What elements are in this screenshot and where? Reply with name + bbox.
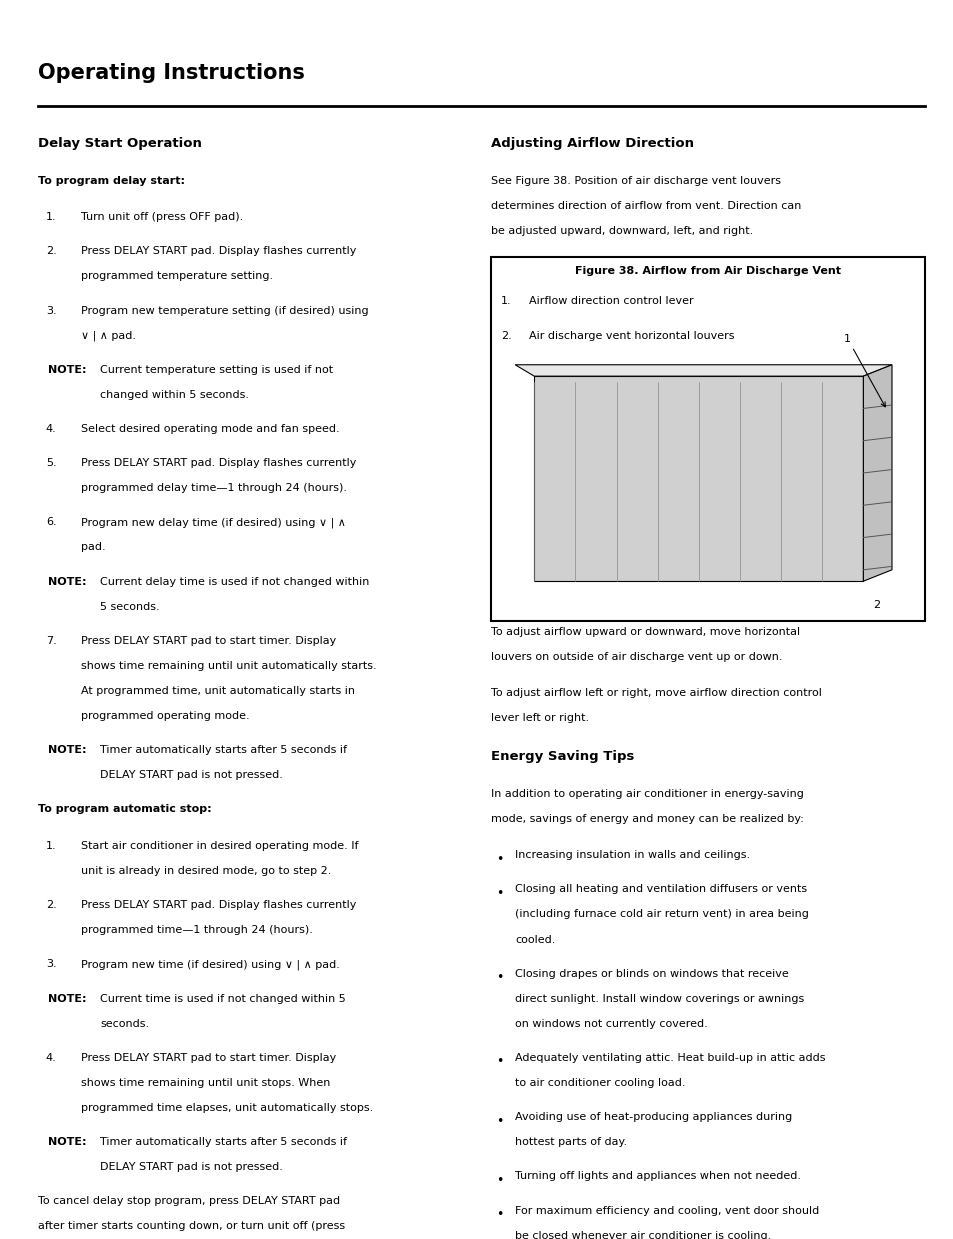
Text: 1.: 1.	[500, 296, 511, 306]
Text: hottest parts of day.: hottest parts of day.	[515, 1137, 627, 1147]
Text: Program new temperature setting (if desired) using: Program new temperature setting (if desi…	[81, 306, 368, 316]
Text: To program automatic stop:: To program automatic stop:	[38, 804, 212, 814]
Text: louvers on outside of air discharge vent up or down.: louvers on outside of air discharge vent…	[491, 652, 782, 662]
Text: Delay Start Operation: Delay Start Operation	[38, 136, 202, 150]
Text: Program new delay time (if desired) using ∨ | ∧: Program new delay time (if desired) usin…	[81, 518, 346, 528]
Text: 3.: 3.	[46, 306, 56, 316]
Text: changed within 5 seconds.: changed within 5 seconds.	[100, 390, 249, 400]
Text: DELAY START pad is not pressed.: DELAY START pad is not pressed.	[100, 771, 283, 781]
Text: be adjusted upward, downward, left, and right.: be adjusted upward, downward, left, and …	[491, 225, 753, 235]
Text: To adjust airflow left or right, move airflow direction control: To adjust airflow left or right, move ai…	[491, 688, 821, 699]
Polygon shape	[534, 377, 862, 581]
Text: Avoiding use of heat-producing appliances during: Avoiding use of heat-producing appliance…	[515, 1113, 792, 1123]
Text: Press DELAY START pad. Display flashes currently: Press DELAY START pad. Display flashes c…	[81, 247, 356, 256]
Text: unit is already in desired mode, go to step 2.: unit is already in desired mode, go to s…	[81, 866, 331, 876]
Text: to air conditioner cooling load.: to air conditioner cooling load.	[515, 1078, 685, 1088]
Text: ∨ | ∧ pad.: ∨ | ∧ pad.	[81, 331, 136, 341]
Text: DELAY START pad is not pressed.: DELAY START pad is not pressed.	[100, 1162, 283, 1172]
Text: Closing all heating and ventilation diffusers or vents: Closing all heating and ventilation diff…	[515, 885, 806, 895]
Text: determines direction of airflow from vent. Direction can: determines direction of airflow from ven…	[491, 201, 801, 211]
Text: Program new time (if desired) using ∨ | ∧ pad.: Program new time (if desired) using ∨ | …	[81, 959, 339, 970]
Text: For maximum efficiency and cooling, vent door should: For maximum efficiency and cooling, vent…	[515, 1206, 819, 1215]
Text: Air discharge vent horizontal louvers: Air discharge vent horizontal louvers	[529, 331, 734, 341]
Text: programmed temperature setting.: programmed temperature setting.	[81, 271, 273, 281]
Text: Airflow direction control lever: Airflow direction control lever	[529, 296, 694, 306]
Text: To program delay start:: To program delay start:	[38, 176, 185, 186]
Text: •: •	[496, 887, 503, 900]
Text: cooled.: cooled.	[515, 934, 555, 944]
Text: NOTE:: NOTE:	[48, 364, 86, 374]
Text: programmed operating mode.: programmed operating mode.	[81, 711, 250, 721]
Text: Energy Saving Tips: Energy Saving Tips	[491, 750, 634, 763]
Text: after timer starts counting down, or turn unit off (press: after timer starts counting down, or tur…	[38, 1222, 345, 1232]
Bar	[491, 256, 924, 621]
Text: NOTE:: NOTE:	[48, 994, 86, 1004]
Text: be closed whenever air conditioner is cooling.: be closed whenever air conditioner is co…	[515, 1230, 771, 1239]
Text: 2.: 2.	[46, 247, 56, 256]
Text: 2.: 2.	[46, 901, 56, 911]
Text: 1.: 1.	[46, 841, 56, 851]
Text: Start air conditioner in desired operating mode. If: Start air conditioner in desired operati…	[81, 841, 358, 851]
Text: 4.: 4.	[46, 1053, 56, 1063]
Text: See Figure 38. Position of air discharge vent louvers: See Figure 38. Position of air discharge…	[491, 176, 781, 186]
Text: (including furnace cold air return vent) in area being: (including furnace cold air return vent)…	[515, 909, 808, 919]
Text: 1.: 1.	[46, 212, 56, 222]
Polygon shape	[862, 364, 891, 581]
Text: on windows not currently covered.: on windows not currently covered.	[515, 1018, 707, 1028]
Text: 3.: 3.	[46, 959, 56, 969]
Text: NOTE:: NOTE:	[48, 576, 86, 586]
Text: programmed time—1 through 24 (hours).: programmed time—1 through 24 (hours).	[81, 926, 313, 935]
Text: •: •	[496, 971, 503, 984]
Text: Timer automatically starts after 5 seconds if: Timer automatically starts after 5 secon…	[100, 745, 347, 756]
Text: Select desired operating mode and fan speed.: Select desired operating mode and fan sp…	[81, 424, 339, 434]
Text: NOTE:: NOTE:	[48, 745, 86, 756]
Text: Closing drapes or blinds on windows that receive: Closing drapes or blinds on windows that…	[515, 969, 788, 979]
Text: Press DELAY START pad. Display flashes currently: Press DELAY START pad. Display flashes c…	[81, 901, 356, 911]
Text: 5 seconds.: 5 seconds.	[100, 602, 160, 612]
Text: •: •	[496, 1115, 503, 1127]
Text: In addition to operating air conditioner in energy-saving: In addition to operating air conditioner…	[491, 789, 803, 799]
Polygon shape	[515, 364, 891, 377]
Text: programmed delay time—1 through 24 (hours).: programmed delay time—1 through 24 (hour…	[81, 483, 347, 493]
Text: Timer automatically starts after 5 seconds if: Timer automatically starts after 5 secon…	[100, 1137, 347, 1147]
Text: Press DELAY START pad to start timer. Display: Press DELAY START pad to start timer. Di…	[81, 1053, 336, 1063]
Text: 4.: 4.	[46, 424, 56, 434]
Text: NOTE:: NOTE:	[48, 1137, 86, 1147]
Text: 6.: 6.	[46, 518, 56, 528]
Text: shows time remaining until unit stops. When: shows time remaining until unit stops. W…	[81, 1078, 330, 1088]
Text: 7.: 7.	[46, 636, 56, 646]
Text: mode, savings of energy and money can be realized by:: mode, savings of energy and money can be…	[491, 814, 803, 824]
Text: Current time is used if not changed within 5: Current time is used if not changed with…	[100, 994, 346, 1004]
Text: 5.: 5.	[46, 458, 56, 468]
Text: Adjusting Airflow Direction: Adjusting Airflow Direction	[491, 136, 694, 150]
Text: At programmed time, unit automatically starts in: At programmed time, unit automatically s…	[81, 686, 355, 696]
Text: •: •	[496, 1173, 503, 1187]
Text: •: •	[496, 1208, 503, 1220]
Text: Turning off lights and appliances when not needed.: Turning off lights and appliances when n…	[515, 1172, 801, 1182]
Text: 2.: 2.	[500, 331, 511, 341]
Text: To adjust airflow upward or downward, move horizontal: To adjust airflow upward or downward, mo…	[491, 627, 800, 637]
Text: •: •	[496, 1056, 503, 1068]
Text: Increasing insulation in walls and ceilings.: Increasing insulation in walls and ceili…	[515, 850, 749, 860]
Text: Current temperature setting is used if not: Current temperature setting is used if n…	[100, 364, 333, 374]
Text: Figure 38. Airflow from Air Discharge Vent: Figure 38. Airflow from Air Discharge Ve…	[575, 265, 841, 275]
Text: lever left or right.: lever left or right.	[491, 714, 589, 724]
Text: Adequately ventilating attic. Heat build-up in attic adds: Adequately ventilating attic. Heat build…	[515, 1053, 824, 1063]
Text: Current delay time is used if not changed within: Current delay time is used if not change…	[100, 576, 369, 586]
Text: Press DELAY START pad. Display flashes currently: Press DELAY START pad. Display flashes c…	[81, 458, 356, 468]
Text: shows time remaining until unit automatically starts.: shows time remaining until unit automati…	[81, 660, 376, 672]
Text: direct sunlight. Install window coverings or awnings: direct sunlight. Install window covering…	[515, 994, 803, 1004]
Text: Press DELAY START pad to start timer. Display: Press DELAY START pad to start timer. Di…	[81, 636, 336, 646]
Text: •: •	[496, 852, 503, 866]
Text: Operating Instructions: Operating Instructions	[38, 63, 305, 83]
Text: programmed time elapses, unit automatically stops.: programmed time elapses, unit automatica…	[81, 1103, 373, 1113]
Text: 1: 1	[843, 335, 884, 406]
Text: Turn unit off (press OFF pad).: Turn unit off (press OFF pad).	[81, 212, 243, 222]
Text: To cancel delay stop program, press DELAY START pad: To cancel delay stop program, press DELA…	[38, 1197, 340, 1207]
Text: 2: 2	[872, 600, 879, 610]
Text: pad.: pad.	[81, 543, 106, 553]
Text: seconds.: seconds.	[100, 1018, 149, 1028]
